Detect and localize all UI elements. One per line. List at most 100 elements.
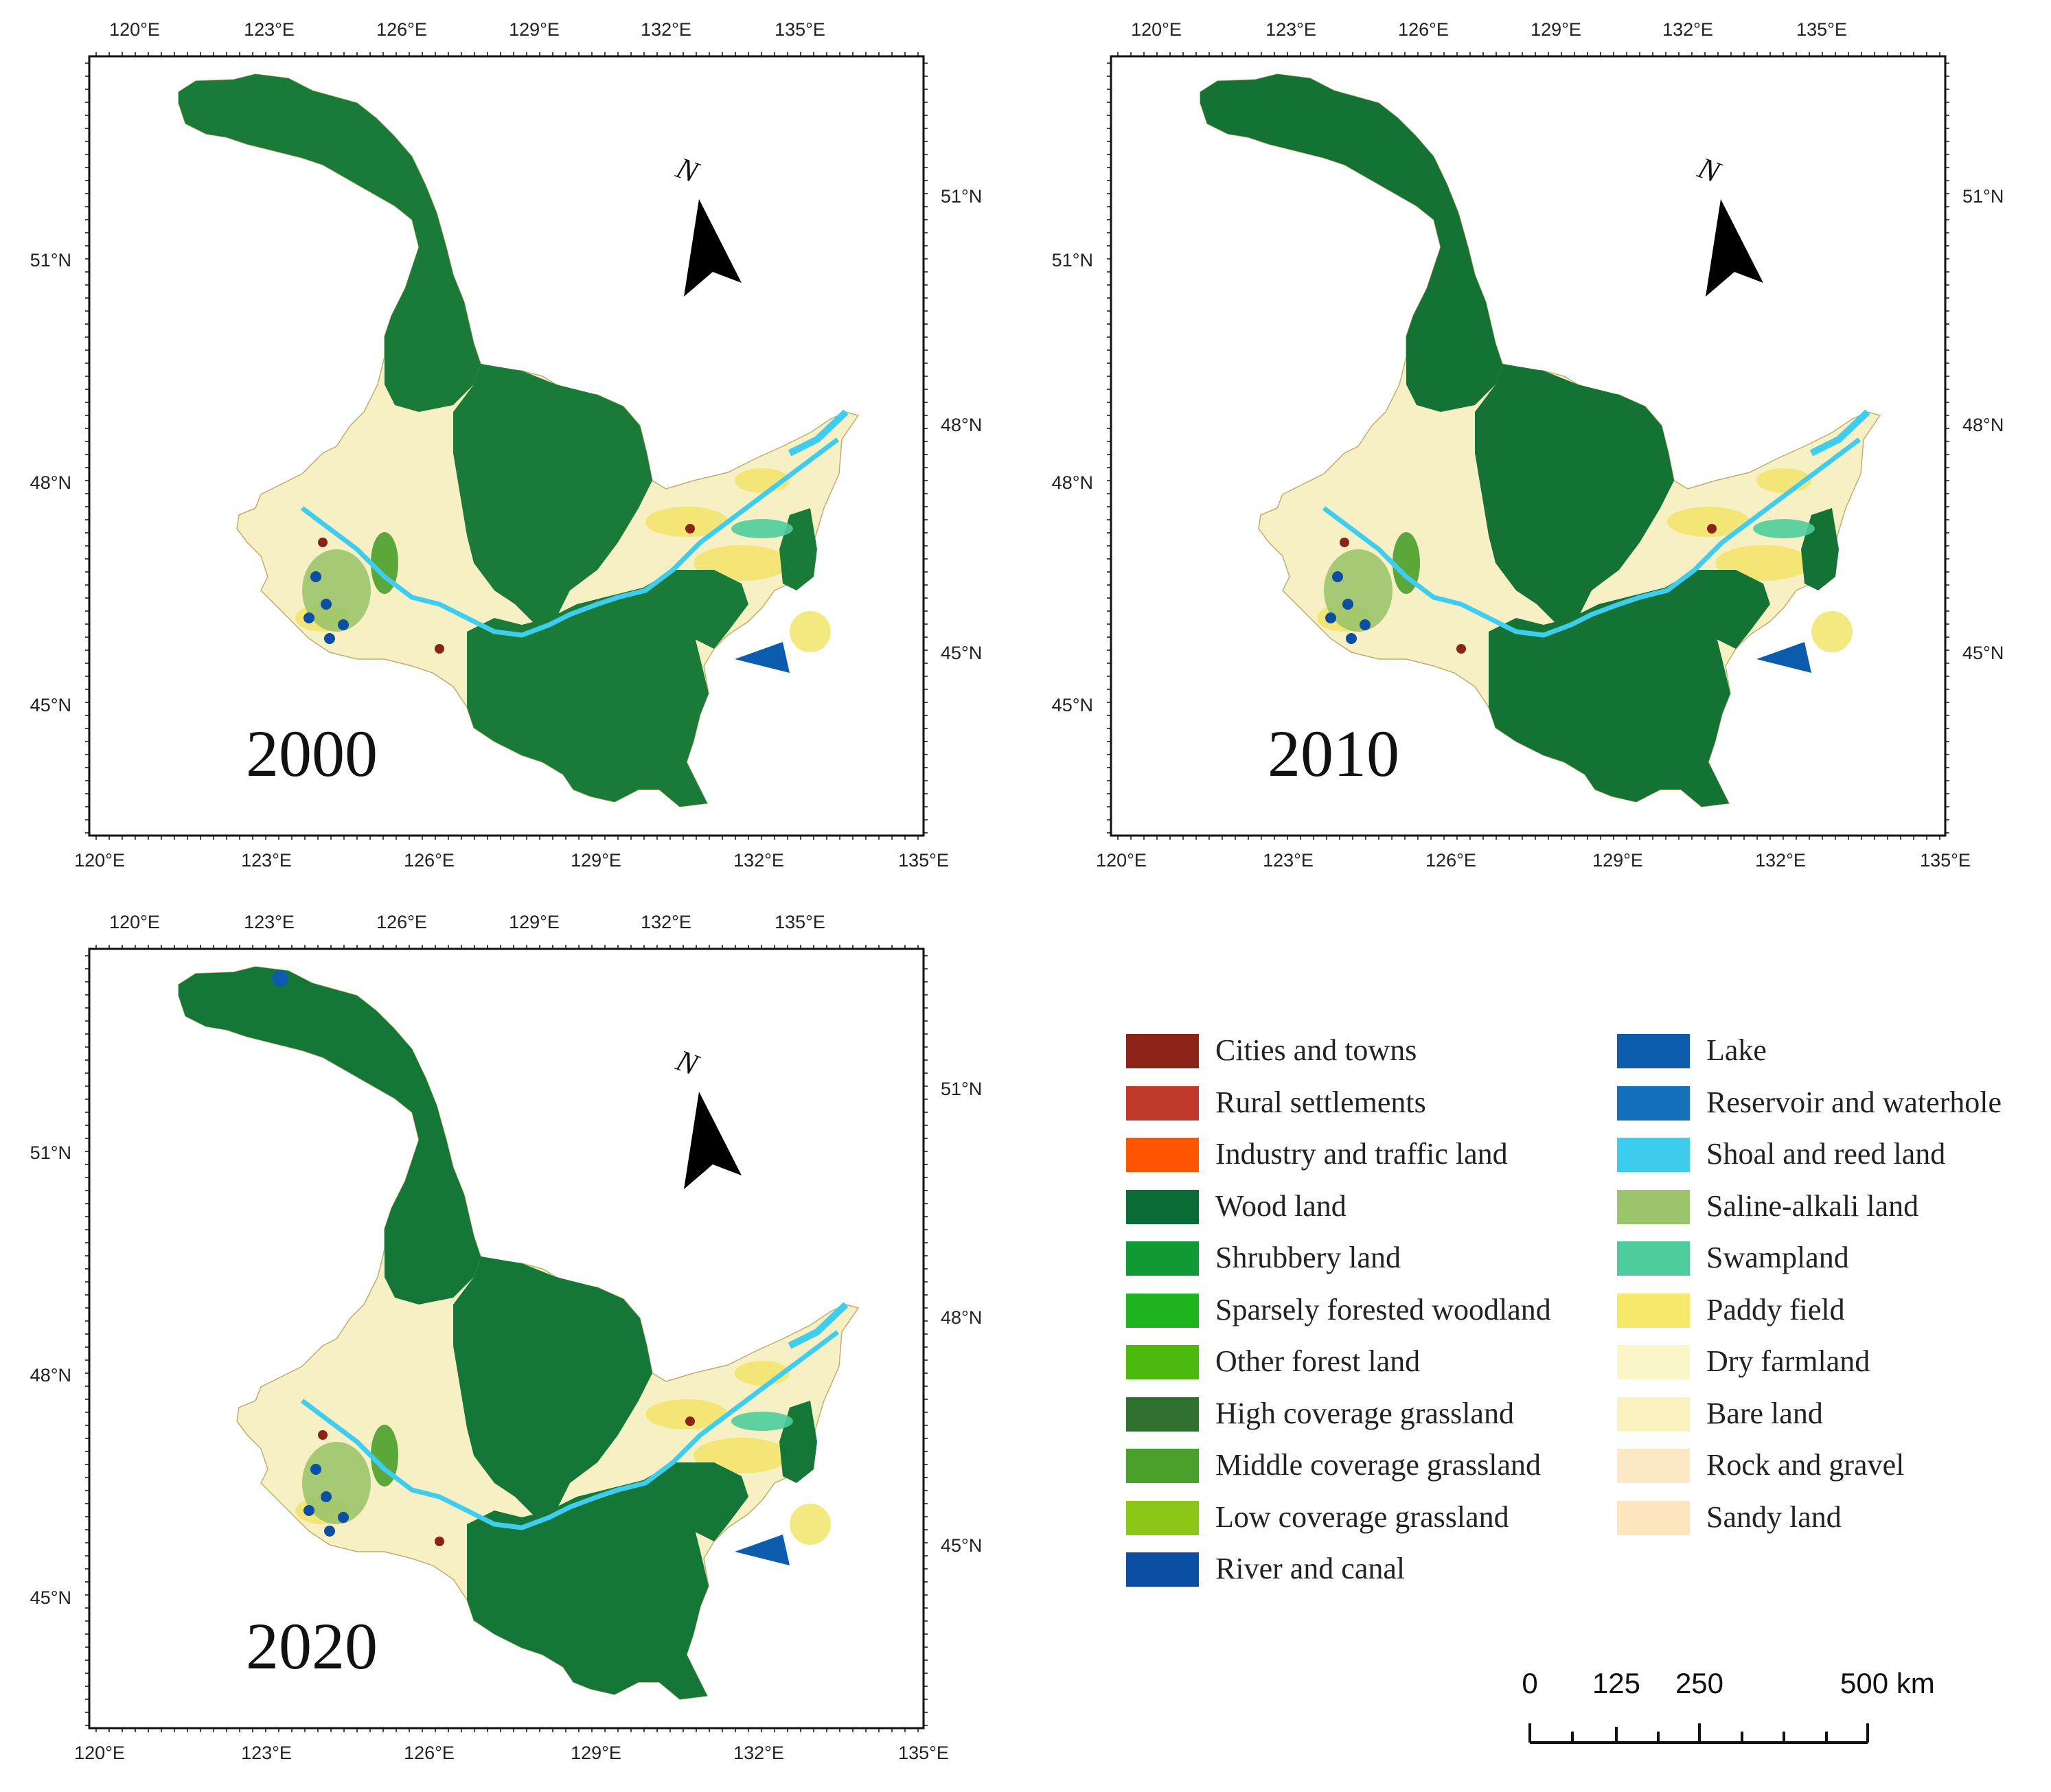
legend-item: Paddy field (1617, 1289, 2051, 1328)
map-figure: 120°E 123°E 126°E 129°E 132°E 135°E 120°E 123°E… (30, 912, 983, 1763)
city-patch (435, 644, 444, 654)
legend-swatch (1126, 1085, 1199, 1121)
paddy-field-patch (1811, 611, 1853, 652)
top-lon-label: 135°E (775, 19, 825, 40)
scale-label-0: 0 (1522, 1667, 1537, 1699)
top-lon-label: 120°E (109, 912, 160, 932)
bottom-lon-label: 123°E (241, 1743, 292, 1763)
top-lon-label: 129°E (509, 19, 560, 40)
right-lat-label: 48°N (941, 1307, 982, 1328)
legend: Cities and towns Rural settlements Industr… (1126, 1030, 2046, 1607)
lake-north (272, 970, 288, 987)
lake-patch (303, 1505, 314, 1516)
top-lon-label: 123°E (244, 912, 295, 932)
wood-land-area (467, 584, 709, 807)
scale-label-500: 500 km (1840, 1667, 1935, 1699)
legend-swatch (1126, 1034, 1199, 1068)
left-lat-label: 51°N (1052, 250, 1093, 271)
bottom-lon-label: 135°E (1920, 850, 1971, 871)
north-arrow-icon (684, 199, 742, 297)
wood-land-area (453, 364, 652, 625)
wood-land-area (467, 1476, 709, 1699)
top-lon-label: 129°E (1531, 19, 1581, 40)
legend-label: Low coverage grassland (1215, 1500, 1509, 1534)
city-patch (685, 524, 695, 533)
bottom-lon-label: 132°E (1755, 850, 1806, 871)
right-lat-label: 48°N (1962, 415, 2004, 435)
legend-item: High coverage grassland (1126, 1393, 1566, 1432)
frame-ticks (1107, 52, 1949, 840)
legend-label: Paddy field (1706, 1292, 1845, 1326)
lake-patch (1346, 633, 1357, 644)
legend-item: Bare land (1617, 1393, 2051, 1432)
legend-label: Lake (1706, 1033, 1767, 1067)
legend-item: Reservoir and waterhole (1617, 1082, 2051, 1121)
map-year-label: 2010 (1268, 717, 1399, 790)
right-lat-label: 51°N (1962, 186, 2004, 207)
legend-label: Sandy land (1706, 1500, 1842, 1534)
legend-swatch (1617, 1500, 1690, 1535)
legend-item: Saline-alkali land (1617, 1186, 2051, 1224)
top-lon-label: 123°E (1265, 19, 1316, 40)
top-lon-label: 120°E (109, 19, 160, 40)
shoal-border-river (788, 409, 849, 457)
legend-swatch (1617, 1293, 1690, 1328)
top-lon-label: 123°E (244, 19, 295, 40)
wood-land-area (179, 967, 481, 1305)
bottom-lon-label: 129°E (571, 850, 621, 871)
lake-patch (303, 612, 314, 623)
lake-patch (310, 571, 321, 582)
wood-land-area (1475, 364, 1674, 625)
legend-item: Other forest land (1126, 1341, 1566, 1379)
river-and-canal (1322, 437, 1861, 638)
top-lon-label: 132°E (641, 912, 691, 932)
right-lat-label: 51°N (941, 1079, 982, 1099)
grassland-patch (371, 1425, 398, 1486)
scale-label-250: 250 (1675, 1667, 1723, 1699)
city-patch (318, 1430, 328, 1440)
legend-swatch (1617, 1085, 1690, 1121)
grassland-patch (1393, 532, 1420, 594)
saline-alkali-patch (302, 549, 371, 632)
wood-land-area (179, 74, 481, 412)
paddy-field-patch (1667, 507, 1750, 537)
bottom-lon-label: 135°E (898, 1743, 949, 1763)
legend-item: Cities and towns (1126, 1030, 1566, 1068)
left-lat-label: 45°N (30, 1587, 71, 1608)
saline-alkali-patch (1324, 549, 1393, 632)
top-lon-label: 126°E (376, 912, 427, 932)
lake-patch (324, 1526, 335, 1537)
map-panel-2020: 120°E 123°E 126°E 129°E 132°E 135°E 120°E 123°E… (0, 893, 1016, 1792)
legend-label: River and canal (1215, 1552, 1406, 1585)
lake-patch (324, 633, 335, 644)
legend-item: Dry farmland (1617, 1341, 2051, 1379)
saline-alkali-patch (302, 1442, 371, 1524)
bottom-lon-label: 123°E (241, 850, 292, 871)
legend-swatch (1126, 1345, 1199, 1379)
map-figure: 120°E 123°E 126°E 129°E 132°E 135°E 120°E 123°E… (1052, 19, 2004, 871)
legend-label: Shoal and reed land (1706, 1137, 1946, 1171)
legend-swatch (1126, 1397, 1199, 1432)
paddy-field-patch (790, 1504, 831, 1545)
legend-swatch (1617, 1345, 1690, 1379)
scale-bar: 0 125 250 500 km (1517, 1662, 1998, 1751)
map-year-label: 2020 (246, 1609, 378, 1683)
wood-land-area (1489, 584, 1730, 807)
map-year-label: 2000 (246, 717, 378, 790)
lake-khanka (735, 1535, 790, 1565)
paddy-field-patch (790, 611, 831, 652)
legend-label: Industry and traffic land (1215, 1137, 1508, 1171)
legend-swatch (1617, 1449, 1690, 1483)
top-lon-label: 129°E (509, 912, 560, 932)
map-panel-2010: 120°E 123°E 126°E 129°E 132°E 135°E 120°E 123°E… (1022, 0, 2038, 899)
legend-item: Middle coverage grassland (1126, 1445, 1566, 1483)
lake-patch (1332, 571, 1343, 582)
lake-khanka (735, 642, 790, 673)
legend-label: Saline-alkali land (1706, 1188, 1919, 1223)
lake-patch (338, 619, 349, 630)
legend-item: Low coverage grassland (1126, 1497, 1566, 1535)
legend-label: Reservoir and waterhole (1706, 1085, 2002, 1119)
legend-item: Shrubbery land (1126, 1237, 1566, 1276)
legend-item: River and canal (1126, 1548, 1566, 1587)
top-lon-label: 132°E (1662, 19, 1713, 40)
